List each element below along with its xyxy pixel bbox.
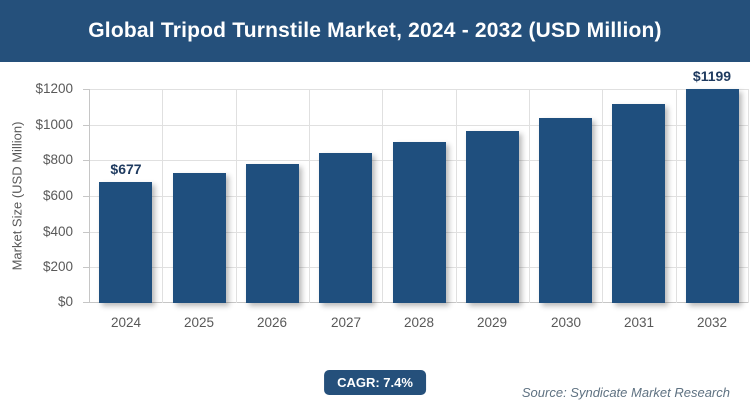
- v-gridline: [89, 89, 90, 303]
- bar: [466, 131, 519, 303]
- v-gridline: [236, 89, 237, 303]
- v-gridline: [382, 89, 383, 303]
- bar: [393, 142, 446, 303]
- title-banner: Global Tripod Turnstile Market, 2024 - 2…: [0, 0, 750, 62]
- x-tick-label: 2027: [330, 315, 362, 330]
- v-gridline: [602, 89, 603, 303]
- x-tick-label: 2030: [550, 315, 582, 330]
- y-tick-mark: [83, 125, 89, 126]
- cagr-label: CAGR: 7.4%: [337, 375, 413, 390]
- y-tick-label: $200: [42, 259, 73, 274]
- x-tick-label: 2031: [623, 315, 655, 330]
- v-gridline: [309, 89, 310, 303]
- y-tick-label: $1000: [35, 117, 73, 132]
- x-tick-label: 2032: [696, 315, 728, 330]
- y-tick-label: $0: [57, 294, 73, 309]
- y-tick-label: $600: [42, 188, 73, 203]
- y-tick-mark: [83, 302, 89, 303]
- x-tick-label: 2026: [256, 315, 288, 330]
- y-tick-mark: [83, 232, 89, 233]
- v-gridline: [748, 89, 749, 303]
- bar: [686, 89, 739, 303]
- chart-title: Global Tripod Turnstile Market, 2024 - 2…: [88, 19, 662, 42]
- x-tick-label: 2028: [403, 315, 435, 330]
- v-gridline: [676, 89, 677, 303]
- bar: [246, 164, 299, 303]
- x-axis-labels: 2024 2025 2026 2027 2028 2029 2030 2031 2032: [89, 315, 749, 333]
- h-gridline: [89, 125, 749, 126]
- y-tick-mark: [83, 160, 89, 161]
- y-tick-label: $400: [42, 224, 73, 239]
- bar: [99, 182, 152, 303]
- bar-value-label: $677: [110, 161, 142, 177]
- source-text: Source: Syndicate Market Research: [521, 385, 730, 400]
- v-gridline: [529, 89, 530, 303]
- bar: [319, 153, 372, 303]
- plot-area: $677 $1199: [83, 68, 749, 303]
- bar: [173, 173, 226, 303]
- cagr-badge: CAGR: 7.4%: [324, 370, 426, 395]
- bar-value-label: $1199: [692, 68, 732, 84]
- y-tick-mark: [83, 267, 89, 268]
- y-axis-labels: $0 $200 $400 $600 $800 $1000 $1200: [0, 81, 79, 309]
- x-tick-label: 2029: [476, 315, 508, 330]
- x-tick-label: 2025: [183, 315, 215, 330]
- x-tick-label: 2024: [110, 315, 142, 330]
- y-tick-label: $1200: [35, 81, 73, 96]
- y-tick-mark: [83, 89, 89, 90]
- bar: [612, 104, 665, 303]
- h-gridline: [89, 89, 749, 90]
- y-tick-mark: [83, 196, 89, 197]
- y-tick-label: $800: [42, 152, 73, 167]
- v-gridline: [456, 89, 457, 303]
- bar: [539, 118, 592, 303]
- v-gridline: [162, 89, 163, 303]
